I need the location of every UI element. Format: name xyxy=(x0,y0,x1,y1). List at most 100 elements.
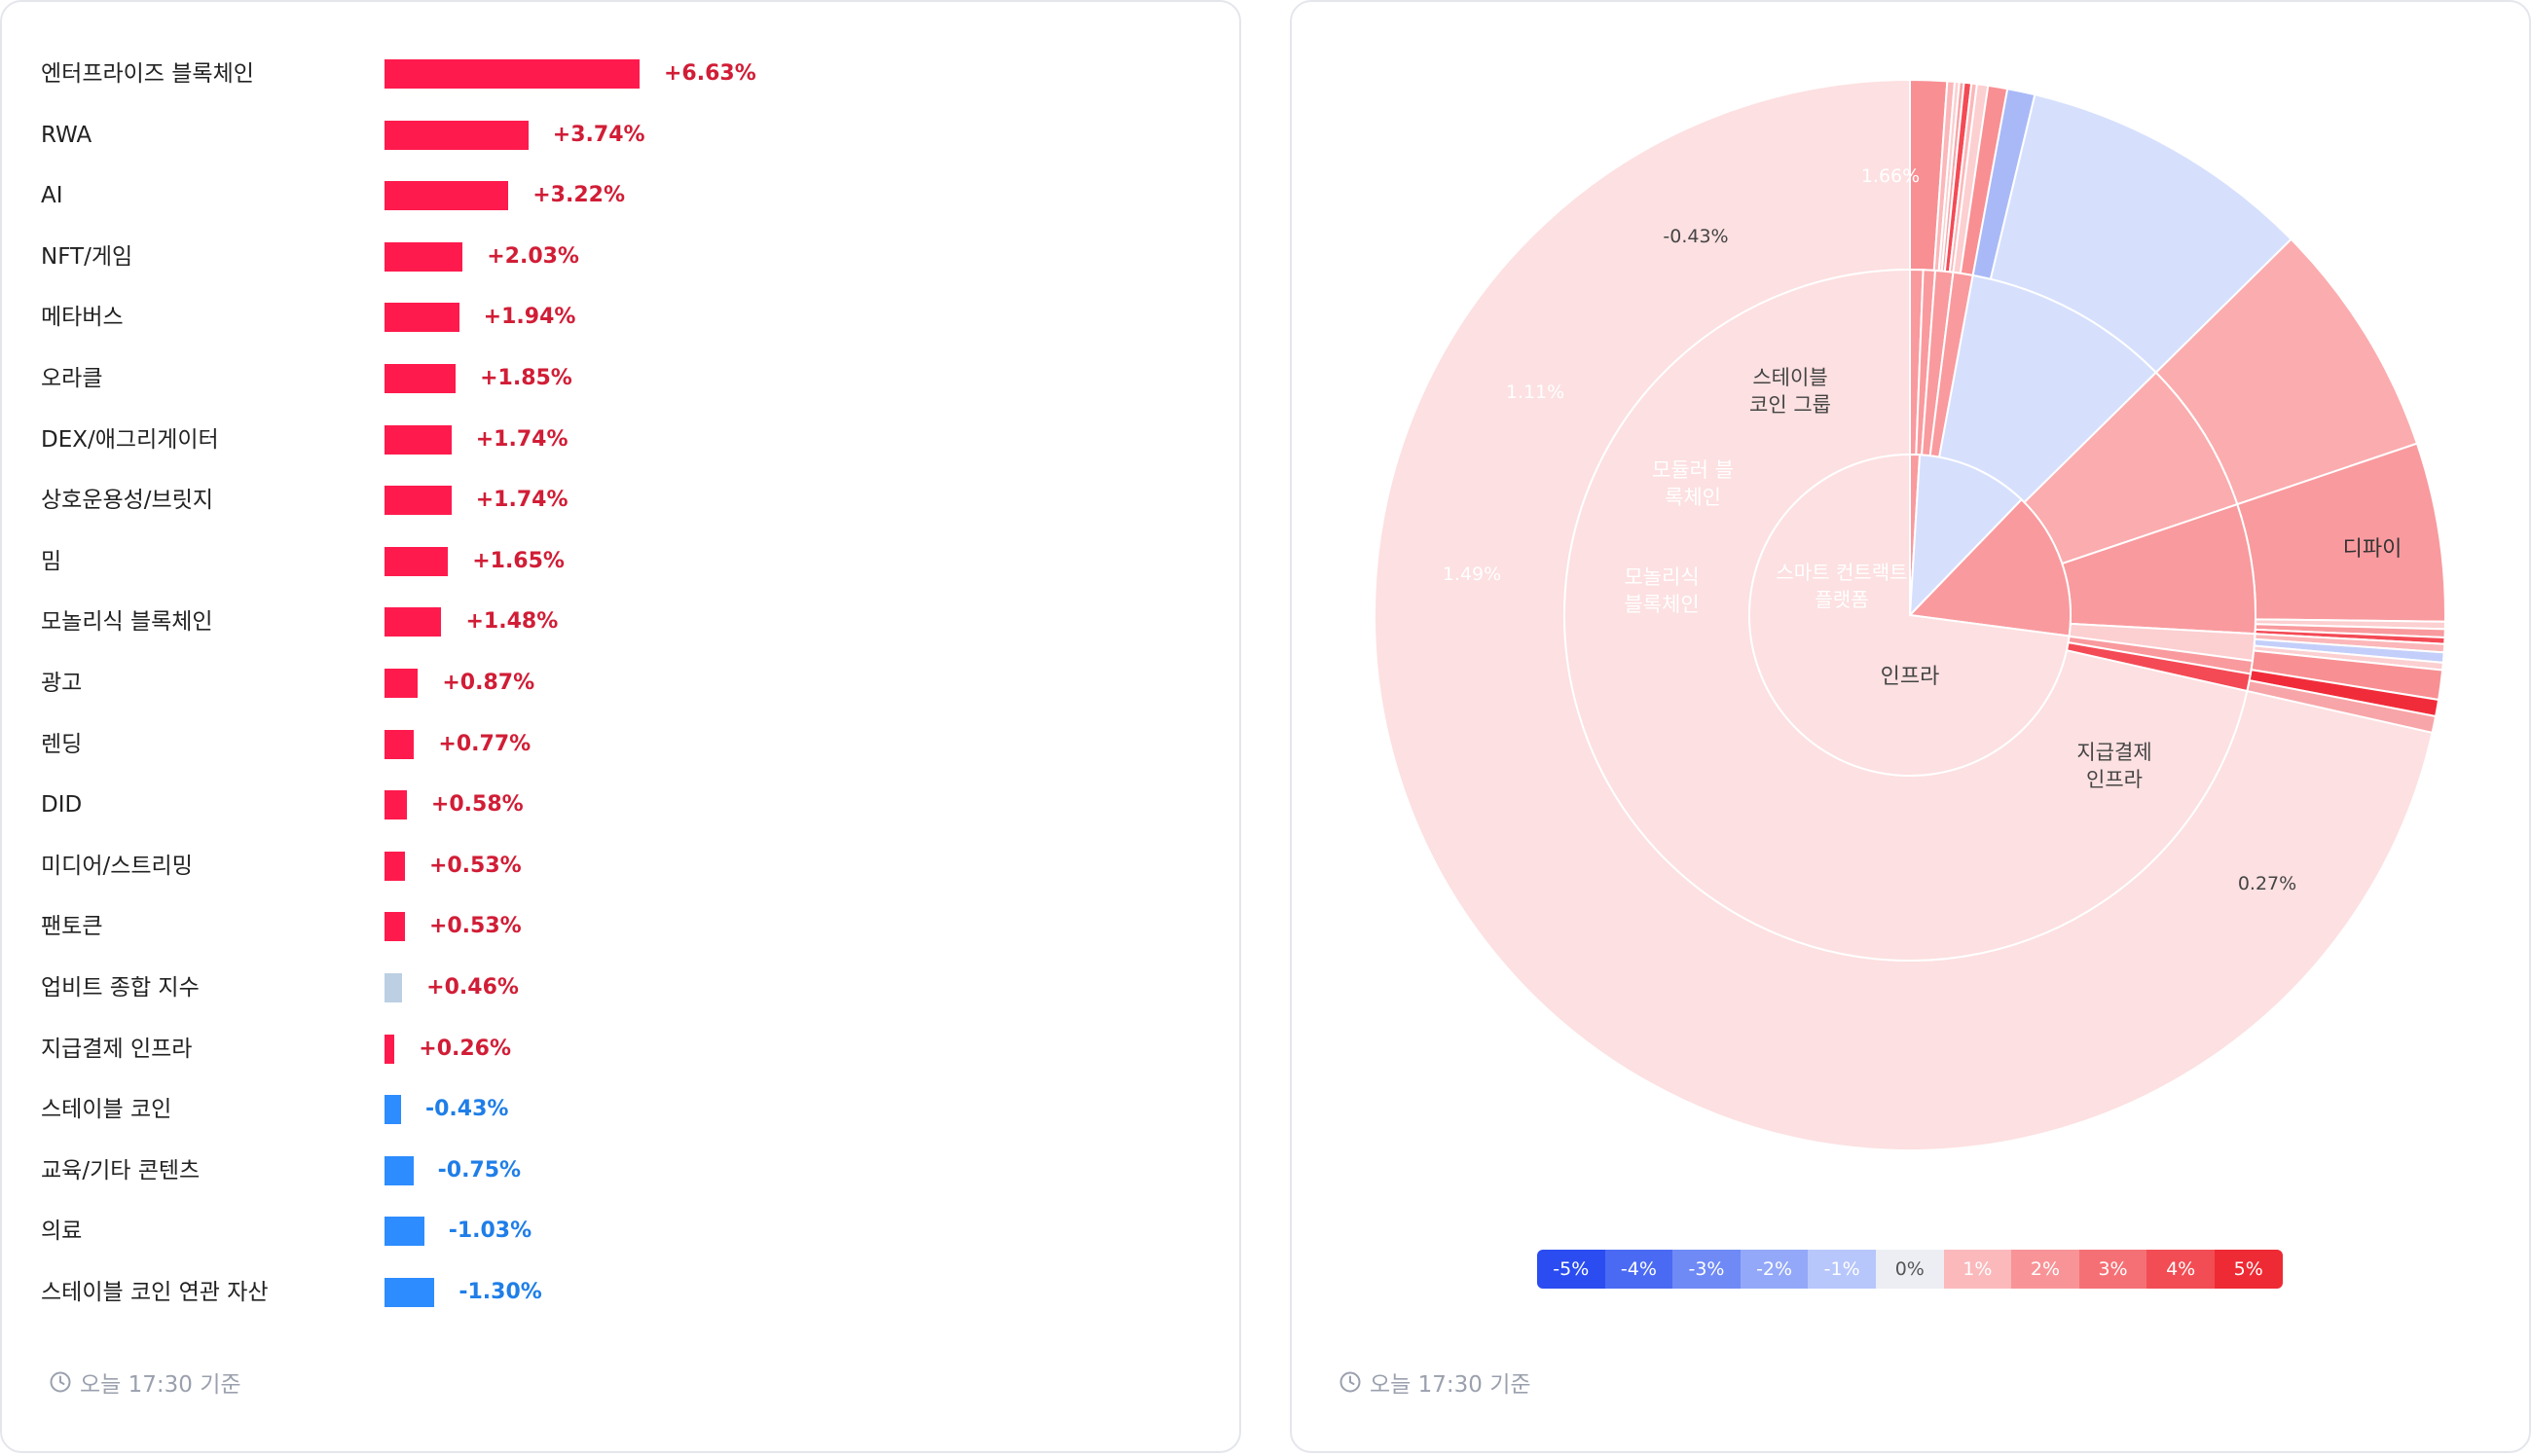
bar-value: -1.03% xyxy=(448,1219,532,1244)
bar-value: +0.77% xyxy=(438,731,532,756)
bar xyxy=(385,973,403,1002)
scale-cell: -2% xyxy=(1740,1250,1809,1289)
bar-label: 상호운용성/브릿지 xyxy=(41,488,214,514)
bar-row[interactable]: 상호운용성/브릿지 +1.74% xyxy=(2,470,1238,530)
bar-label: 스테이블 코인 xyxy=(41,1097,172,1123)
clock-icon xyxy=(1339,1371,1361,1393)
scale-cell: 0% xyxy=(1875,1250,1944,1289)
bar-value: -0.75% xyxy=(437,1157,522,1183)
sunburst-label: -0.43% xyxy=(1663,226,1728,247)
bar-label: 스테이블 코인 연관 자산 xyxy=(41,1280,269,1305)
bar-value: +6.63% xyxy=(664,61,756,86)
sunburst-label: 1.66% xyxy=(1861,165,1920,187)
sunburst-label: 1.49% xyxy=(1443,564,1501,585)
bar-row[interactable]: NFT/게임 +2.03% xyxy=(2,227,1238,287)
scale-cell: -1% xyxy=(1808,1250,1876,1289)
bar xyxy=(385,1095,401,1125)
bar-value: -1.30% xyxy=(459,1280,542,1304)
bar-value: +1.65% xyxy=(472,548,565,573)
bar-row[interactable]: RWA +3.74% xyxy=(2,105,1238,165)
bar-row[interactable]: 밈 +1.65% xyxy=(2,531,1238,592)
bar-value: +0.87% xyxy=(442,671,535,695)
sunburst-label: 스테이블 코인 그룹 xyxy=(1749,366,1831,417)
bar-row[interactable]: 팬토큰 +0.53% xyxy=(2,896,1238,957)
bar-row[interactable]: 광고 +0.87% xyxy=(2,653,1238,713)
bar-label: 밈 xyxy=(41,548,62,574)
bar xyxy=(385,303,459,333)
bar-value: +1.74% xyxy=(475,426,569,452)
bar xyxy=(385,1155,414,1185)
bar-row[interactable]: DEX/애그리게이터 +1.74% xyxy=(2,410,1238,470)
bar-value: +1.94% xyxy=(483,305,576,330)
bar-label: 미디어/스트리밍 xyxy=(41,853,193,879)
bar-row[interactable]: DID +0.58% xyxy=(2,775,1238,835)
sunburst-label: 스마트 컨트랙트 플랫폼 xyxy=(1776,561,1907,611)
bar-row[interactable]: 메타버스 +1.94% xyxy=(2,287,1238,347)
sunburst-label: 인프라 xyxy=(1881,665,1940,689)
scale-cell: 4% xyxy=(2146,1250,2215,1289)
bar xyxy=(385,546,449,576)
clock-icon xyxy=(50,1371,71,1393)
bar-label: 오라클 xyxy=(41,366,103,391)
bar-value: +3.74% xyxy=(552,122,645,147)
scale-cell: -3% xyxy=(1672,1250,1741,1289)
scale-cell: 5% xyxy=(2214,1250,2283,1289)
bar-value: +0.53% xyxy=(428,853,522,878)
bar-row[interactable]: AI +3.22% xyxy=(2,165,1238,226)
scale-cell: 1% xyxy=(1943,1250,2012,1289)
bar xyxy=(385,120,529,150)
bar-label: AI xyxy=(41,183,63,209)
bar xyxy=(385,669,419,698)
bar xyxy=(385,851,405,881)
bar-value: +0.46% xyxy=(426,975,519,1000)
bar-row[interactable]: 업비트 종합 지수 +0.46% xyxy=(2,958,1238,1018)
bar xyxy=(385,424,452,455)
bar-label: 교육/기타 콘텐츠 xyxy=(41,1157,201,1183)
bar-value: -0.43% xyxy=(424,1097,509,1122)
bar-row[interactable]: 오라클 +1.85% xyxy=(2,348,1238,409)
inner-segment[interactable] xyxy=(1908,454,2024,618)
bar-row[interactable]: 엔터프라이즈 블록체인 +6.63% xyxy=(2,44,1238,104)
bar-row[interactable]: 의료 -1.03% xyxy=(2,1201,1238,1261)
bar-row[interactable]: 지급결제 인프라 +0.26% xyxy=(2,1019,1238,1079)
bar-row[interactable]: 렌딩 +0.77% xyxy=(2,714,1238,775)
bar-footer: 오늘 17:30 기준 xyxy=(49,1363,241,1401)
sunburst-label: 지급결제 인프라 xyxy=(2076,741,2151,791)
bar-row[interactable]: 스테이블 코인 연관 자산 -1.30% xyxy=(2,1262,1238,1323)
sunburst-label: 모놀리식 블록체인 xyxy=(1624,565,1699,616)
bar-row[interactable]: 스테이블 코인 -0.43% xyxy=(2,1079,1238,1140)
bar-label: 메타버스 xyxy=(41,305,124,331)
inner-segment[interactable] xyxy=(1907,497,2072,637)
bar xyxy=(385,486,452,516)
sunburst-label: 0.27% xyxy=(2238,873,2296,894)
scale-cell: 3% xyxy=(2078,1250,2147,1289)
bar-label: 엔터프라이즈 블록체인 xyxy=(41,61,254,87)
bar xyxy=(385,607,442,637)
bar-label: 업비트 종합 지수 xyxy=(41,975,200,1001)
sunburst-footer-text: 오늘 17:30 기준 xyxy=(1370,1372,1531,1398)
bar-label: 의료 xyxy=(41,1219,83,1245)
bar-value: +3.22% xyxy=(532,183,625,208)
bar xyxy=(385,181,509,211)
bar-label: NFT/게임 xyxy=(41,243,133,270)
bar-value: +1.74% xyxy=(475,488,569,513)
bar xyxy=(385,364,457,393)
bar xyxy=(385,729,415,759)
bar-row[interactable]: 교육/기타 콘텐츠 -0.75% xyxy=(2,1141,1238,1201)
bar-value: +0.26% xyxy=(419,1036,512,1061)
bar-row[interactable]: 모놀리식 블록체인 +1.48% xyxy=(2,592,1238,652)
bar-value: +0.58% xyxy=(430,792,524,818)
bar xyxy=(385,912,405,942)
bar-label: DID xyxy=(41,792,83,819)
bar xyxy=(385,1034,395,1064)
bar-value: +2.03% xyxy=(487,243,579,269)
bar xyxy=(385,59,640,89)
sunburst-footer: 오늘 17:30 기준 xyxy=(1339,1363,1531,1401)
bar-label: 팬토큰 xyxy=(41,914,103,940)
bar-value: +1.48% xyxy=(465,609,559,635)
sunburst-label: 디파이 xyxy=(2343,537,2403,562)
bar-label: RWA xyxy=(41,122,92,148)
inner-segment[interactable] xyxy=(1748,453,2071,777)
bar-row[interactable]: 미디어/스트리밍 +0.53% xyxy=(2,836,1238,896)
